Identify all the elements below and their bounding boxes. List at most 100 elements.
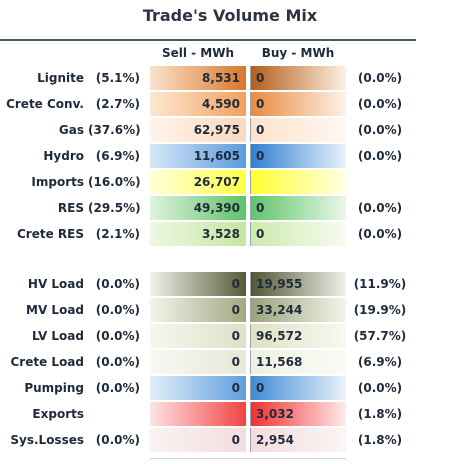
row-label: Crete Load — [10, 355, 85, 369]
sell-value-cell: 49,390 — [150, 196, 246, 220]
sell-value-cell: 8,531 — [150, 66, 246, 90]
sell-percent: (0.0%) — [95, 277, 140, 291]
column-separator — [250, 376, 251, 400]
buy-percent: (0.0%) — [357, 227, 403, 241]
sell-column-header: Sell - MWh — [161, 46, 235, 60]
table-row: Crete RES (2.1%) 3,528 0 (0.0%) — [0, 222, 460, 246]
buy-percent: (57.7%) — [353, 329, 407, 343]
sell-percent: (0.0%) — [95, 355, 140, 369]
row-label: Hydro — [43, 149, 84, 163]
buy-value: 19,955 — [256, 277, 303, 291]
sell-value-cell: 0 — [150, 428, 246, 452]
buy-value: 0 — [256, 71, 265, 85]
sell-value-cell: 0 — [150, 324, 246, 348]
buy-percent: (1.8%) — [357, 407, 403, 421]
buy-value-cell: 3,032 — [250, 402, 346, 426]
buy-percent: (0.0%) — [357, 201, 403, 215]
buy-value-cell: 0 — [250, 196, 346, 220]
column-separator — [250, 170, 251, 194]
sell-percent: (0.0%) — [95, 433, 140, 447]
row-label: MV Load — [26, 303, 84, 317]
sell-value: 0 — [231, 277, 240, 291]
column-separator — [250, 298, 251, 322]
buy-percent: (1.8%) — [357, 433, 403, 447]
sell-value-cell: 0 — [150, 350, 246, 374]
sell-value-cell: 0 — [150, 298, 246, 322]
buy-percent: (11.9%) — [353, 277, 407, 291]
buy-value-cell: 33,244 — [250, 298, 346, 322]
column-separator — [250, 144, 251, 168]
buy-value: 0 — [256, 123, 265, 137]
buy-value-cell: 0 — [250, 222, 346, 246]
buy-value-cell: 96,572 — [250, 324, 346, 348]
sell-value: 8,531 — [202, 71, 240, 85]
sell-value: 62,975 — [193, 123, 240, 137]
buy-percent: (6.9%) — [357, 355, 403, 369]
table-row: Sys.Losses (0.0%) 0 2,954 (1.8%) — [0, 428, 460, 452]
column-separator — [250, 324, 251, 348]
buy-value-cell: 0 — [250, 118, 346, 142]
table-row: Imports (16.0%) 26,707 — [0, 170, 460, 194]
sell-value: 49,390 — [193, 201, 240, 215]
buy-value: 0 — [256, 97, 265, 111]
sell-percent: (37.6%) — [88, 123, 141, 137]
table-row: MV Load (0.0%) 0 33,244 (19.9%) — [0, 298, 460, 322]
table-row: RES (29.5%) 49,390 0 (0.0%) — [0, 196, 460, 220]
table-row: Exports 3,032 (1.8%) — [0, 402, 460, 426]
buy-column-header: Buy - MWh — [261, 46, 335, 60]
sell-percent: (6.9%) — [95, 149, 140, 163]
buy-value-cell: 0 — [250, 92, 346, 116]
buy-value: 33,244 — [256, 303, 303, 317]
buy-value: 3,032 — [256, 407, 294, 421]
buy-percent: (0.0%) — [357, 71, 403, 85]
sell-value-cell: 3,528 — [150, 222, 246, 246]
sell-percent: (0.0%) — [95, 381, 140, 395]
buy-value-cell: 11,568 — [250, 350, 346, 374]
column-separator — [250, 222, 251, 246]
row-label: Pumping — [24, 381, 84, 395]
sell-value: 4,590 — [202, 97, 240, 111]
buy-value: 0 — [256, 227, 265, 241]
buy-percent: (0.0%) — [357, 381, 403, 395]
row-label: RES — [57, 201, 84, 215]
column-separator — [250, 402, 251, 426]
sell-value-cell: 4,590 — [150, 92, 246, 116]
sell-value-cell: 0 — [150, 272, 246, 296]
table-row: Pumping (0.0%) 0 0 (0.0%) — [0, 376, 460, 400]
column-separator — [250, 428, 251, 452]
row-label: Gas — [58, 123, 84, 137]
buy-value-cell: 0 — [250, 66, 346, 90]
buy-value: 11,568 — [256, 355, 303, 369]
table-row: HV Load (0.0%) 0 19,955 (11.9%) — [0, 272, 460, 296]
buy-percent: (0.0%) — [357, 97, 403, 111]
row-label: Lignite — [37, 71, 84, 85]
buy-value-cell — [250, 170, 346, 194]
sell-value: 0 — [231, 355, 240, 369]
buy-percent: (0.0%) — [357, 149, 403, 163]
sell-value-cell: 0 — [150, 376, 246, 400]
buy-value-cell: 0 — [250, 144, 346, 168]
buy-percent: (19.9%) — [353, 303, 407, 317]
column-separator — [250, 350, 251, 374]
sell-percent: (16.0%) — [88, 175, 141, 189]
buy-value-cell: 2,954 — [250, 428, 346, 452]
buy-value: 96,572 — [256, 329, 303, 343]
sell-percent: (0.0%) — [95, 329, 140, 343]
sell-percent: (2.7%) — [95, 97, 140, 111]
sell-value: 0 — [231, 433, 240, 447]
column-separator — [250, 196, 251, 220]
row-label: Exports — [32, 407, 84, 421]
buy-value-cell: 0 — [250, 376, 346, 400]
table-row: Lignite (5.1%) 8,531 0 (0.0%) — [0, 66, 460, 90]
row-label: HV Load — [27, 277, 84, 291]
sell-percent: (2.1%) — [95, 227, 140, 241]
sell-value-cell — [150, 402, 246, 426]
sell-value: 0 — [231, 381, 240, 395]
row-label: LV Load — [31, 329, 84, 343]
sell-percent: (0.0%) — [95, 303, 140, 317]
table-bottom-line — [150, 458, 346, 459]
buy-value: 2,954 — [256, 433, 294, 447]
column-separator — [250, 92, 251, 116]
sell-value: 11,605 — [193, 149, 240, 163]
table-row: LV Load (0.0%) 0 96,572 (57.7%) — [0, 324, 460, 348]
